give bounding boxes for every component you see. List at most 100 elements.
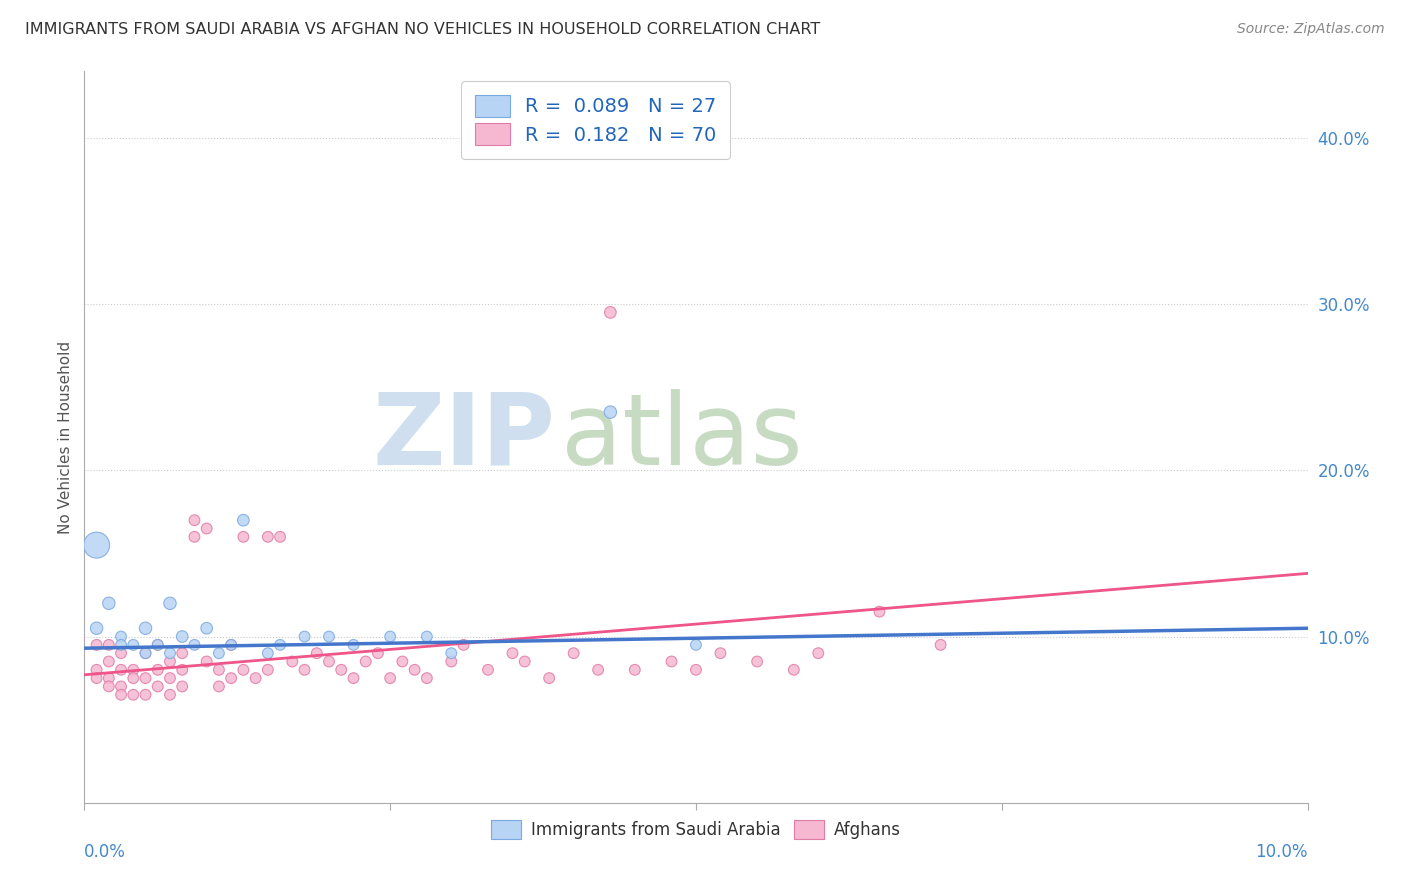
Point bbox=[219, 638, 242, 652]
Point bbox=[135, 688, 157, 702]
Point bbox=[135, 646, 157, 660]
Point bbox=[354, 655, 377, 669]
Point bbox=[380, 630, 402, 644]
Point bbox=[208, 663, 231, 677]
Point bbox=[783, 663, 806, 677]
Point bbox=[110, 688, 132, 702]
Point bbox=[172, 630, 194, 644]
Point bbox=[599, 405, 621, 419]
Point bbox=[562, 646, 585, 660]
Point bbox=[294, 663, 316, 677]
Point bbox=[624, 663, 647, 677]
Point bbox=[318, 630, 340, 644]
Point bbox=[269, 530, 291, 544]
Point bbox=[305, 646, 328, 660]
Point bbox=[416, 630, 439, 644]
Point bbox=[440, 655, 463, 669]
Point bbox=[869, 605, 891, 619]
Point bbox=[219, 638, 242, 652]
Point bbox=[97, 680, 120, 694]
Point bbox=[159, 688, 181, 702]
Point bbox=[183, 513, 205, 527]
Point bbox=[294, 630, 316, 644]
Point bbox=[661, 655, 683, 669]
Text: 0.0%: 0.0% bbox=[84, 843, 127, 861]
Point bbox=[183, 638, 205, 652]
Point bbox=[110, 663, 132, 677]
Point bbox=[281, 655, 304, 669]
Point bbox=[195, 621, 218, 635]
Point bbox=[122, 671, 145, 685]
Point bbox=[159, 671, 181, 685]
Text: atlas: atlas bbox=[561, 389, 803, 485]
Point bbox=[146, 663, 169, 677]
Point bbox=[747, 655, 769, 669]
Text: Source: ZipAtlas.com: Source: ZipAtlas.com bbox=[1237, 22, 1385, 37]
Point bbox=[477, 663, 499, 677]
Point bbox=[208, 646, 231, 660]
Point bbox=[97, 655, 120, 669]
Point bbox=[122, 663, 145, 677]
Point bbox=[367, 646, 389, 660]
Point bbox=[159, 655, 181, 669]
Point bbox=[318, 655, 340, 669]
Point bbox=[172, 646, 194, 660]
Text: IMMIGRANTS FROM SAUDI ARABIA VS AFGHAN NO VEHICLES IN HOUSEHOLD CORRELATION CHAR: IMMIGRANTS FROM SAUDI ARABIA VS AFGHAN N… bbox=[25, 22, 821, 37]
Point bbox=[257, 663, 280, 677]
Point bbox=[110, 630, 132, 644]
Point bbox=[599, 305, 621, 319]
Point bbox=[232, 663, 254, 677]
Point bbox=[110, 646, 132, 660]
Point bbox=[86, 663, 108, 677]
Point bbox=[135, 621, 157, 635]
Point bbox=[97, 596, 120, 610]
Point bbox=[440, 646, 463, 660]
Point bbox=[330, 663, 353, 677]
Point bbox=[135, 646, 157, 660]
Point bbox=[586, 663, 609, 677]
Point bbox=[86, 621, 108, 635]
Point bbox=[929, 638, 952, 652]
Point bbox=[208, 680, 231, 694]
Point bbox=[453, 638, 475, 652]
Point bbox=[86, 638, 108, 652]
Point bbox=[416, 671, 439, 685]
Point bbox=[122, 638, 145, 652]
Point bbox=[110, 680, 132, 694]
Point bbox=[257, 646, 280, 660]
Point bbox=[86, 538, 108, 552]
Point bbox=[146, 638, 169, 652]
Point bbox=[146, 638, 169, 652]
Point bbox=[219, 671, 242, 685]
Point bbox=[685, 663, 707, 677]
Point bbox=[685, 638, 707, 652]
Text: ZIP: ZIP bbox=[373, 389, 555, 485]
Point bbox=[172, 680, 194, 694]
Point bbox=[135, 671, 157, 685]
Point bbox=[97, 638, 120, 652]
Point bbox=[86, 671, 108, 685]
Text: 10.0%: 10.0% bbox=[1256, 843, 1308, 861]
Point bbox=[502, 646, 524, 660]
Point bbox=[538, 671, 561, 685]
Point bbox=[183, 530, 205, 544]
Point bbox=[342, 671, 364, 685]
Point bbox=[404, 663, 426, 677]
Point bbox=[513, 655, 536, 669]
Legend: Immigrants from Saudi Arabia, Afghans: Immigrants from Saudi Arabia, Afghans bbox=[484, 814, 908, 846]
Point bbox=[195, 521, 218, 535]
Point bbox=[172, 663, 194, 677]
Point bbox=[342, 638, 364, 652]
Point bbox=[807, 646, 830, 660]
Point bbox=[380, 671, 402, 685]
Point bbox=[97, 671, 120, 685]
Point bbox=[232, 530, 254, 544]
Point bbox=[146, 680, 169, 694]
Point bbox=[159, 596, 181, 610]
Point bbox=[245, 671, 267, 685]
Point bbox=[159, 646, 181, 660]
Point bbox=[110, 638, 132, 652]
Point bbox=[391, 655, 413, 669]
Point bbox=[269, 638, 291, 652]
Y-axis label: No Vehicles in Household: No Vehicles in Household bbox=[58, 341, 73, 533]
